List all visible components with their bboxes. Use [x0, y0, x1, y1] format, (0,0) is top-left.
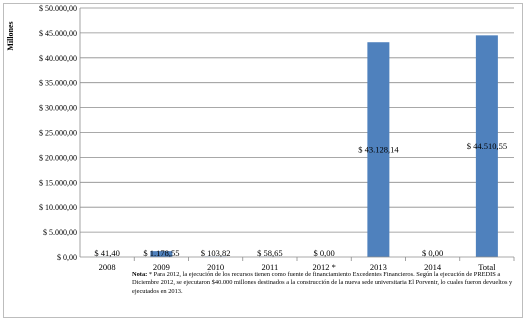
bar — [475, 35, 498, 257]
x-tick-label: 2011 — [262, 262, 279, 272]
x-tick-label: 2008 — [99, 262, 116, 272]
y-tick-label: $ 45.000,00 — [39, 29, 77, 38]
x-tick-label: 2010 — [207, 262, 224, 272]
gridlines — [80, 7, 514, 233]
data-label: $ 0,00 — [422, 248, 443, 258]
data-label: $ 44.510,55 — [467, 141, 507, 151]
x-tick-label: 2009 — [153, 262, 170, 272]
data-label: $ 1.178,55 — [143, 248, 179, 258]
data-label: $ 41,40 — [94, 248, 120, 258]
y-tick-label: $ 50.000,00 — [39, 4, 77, 13]
x-tick-label: Total — [478, 262, 496, 272]
axes — [79, 8, 515, 261]
bars — [96, 35, 498, 257]
y-tick-label: $ 40.000,00 — [39, 54, 77, 63]
note-text: * Para 2012, la ejecución de los recurso… — [132, 271, 513, 295]
x-tick-label: 2012 * — [312, 262, 335, 272]
data-label: $ 103,82 — [201, 248, 231, 258]
x-tick-labels: 2008 2009 2010 2011 2012 * 2013 2014 Total — [99, 262, 497, 272]
y-tick-labels: $ 0,00 $ 5.000,00 $ 10.000,00 $ 15.000,00 $ … — [39, 4, 77, 262]
x-tick-label: 2014 — [424, 262, 442, 272]
y-tick-label: $ 30.000,00 — [39, 104, 77, 113]
x-tick-label: 2013 — [370, 262, 387, 272]
y-tick-label: $ 25.000,00 — [39, 129, 77, 138]
data-labels: $ 41,40 $ 1.178,55 $ 103,82 $ 58,65 $ 0,00 $ … — [94, 141, 507, 258]
data-label: $ 0,00 — [314, 248, 335, 258]
footnote: Nota: * Para 2012, la ejecución de los r… — [132, 271, 517, 296]
data-label: $ 43.128,14 — [358, 145, 399, 155]
bar — [150, 251, 173, 257]
y-axis-title: Millones — [6, 21, 15, 50]
y-tick-label: $ 15.000,00 — [39, 178, 77, 187]
y-tick-label: $ 35.000,00 — [39, 79, 77, 88]
chart-frame — [3, 3, 523, 318]
y-tick-label: $ 0,00 — [57, 253, 77, 262]
y-tick-label: $ 5.000,00 — [43, 228, 77, 237]
y-tick-label: $ 20.000,00 — [39, 153, 77, 162]
bar — [367, 42, 390, 257]
y-tick-label: $ 10.000,00 — [39, 203, 77, 212]
note-label: Nota: — [132, 271, 148, 278]
data-label: $ 58,65 — [257, 248, 283, 258]
